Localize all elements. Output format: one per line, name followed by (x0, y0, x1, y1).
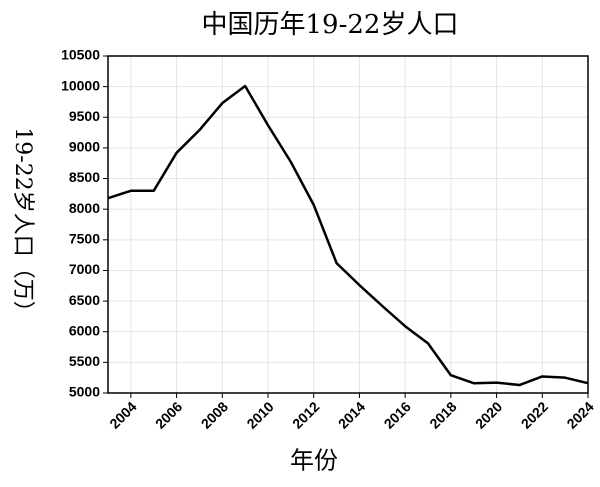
y-tick-label: 5500 (69, 353, 100, 369)
y-tick-label: 5000 (69, 384, 100, 400)
x-tick-label: 2016 (381, 398, 414, 431)
chart-title: 中国历年19-22岁人口 (202, 10, 459, 40)
y-tick-label: 7500 (69, 231, 100, 247)
x-tick-label: 2020 (472, 398, 505, 431)
y-tick-label: 10500 (61, 47, 100, 63)
x-tick-label: 2018 (426, 398, 459, 431)
data-line (107, 84, 589, 387)
x-axis-label: 年份 (290, 447, 338, 475)
x-tick-label: 2022 (518, 398, 551, 431)
x-tick-label: 2024 (563, 398, 596, 431)
y-tick-label: 6500 (69, 292, 100, 308)
y-tick-label: 8500 (69, 169, 100, 185)
y-tick-label: 8000 (69, 200, 100, 216)
y-tick-label: 6000 (69, 322, 100, 338)
x-tick-label: 2014 (335, 398, 368, 431)
y-tick-label: 9000 (69, 139, 100, 155)
x-tick-label: 2006 (152, 398, 185, 431)
x-tick-label: 2012 (289, 398, 322, 431)
x-tick-label: 2004 (106, 398, 139, 431)
y-tick-label: 9500 (69, 108, 100, 124)
y-tick-label: 7000 (69, 261, 100, 277)
x-tick-label: 2008 (198, 398, 231, 431)
y-tick-label: 10000 (61, 77, 100, 93)
y-axis-label: 19-22岁人口（万） (10, 127, 35, 322)
plot-frame (107, 55, 589, 394)
x-tick-label: 2010 (243, 398, 276, 431)
